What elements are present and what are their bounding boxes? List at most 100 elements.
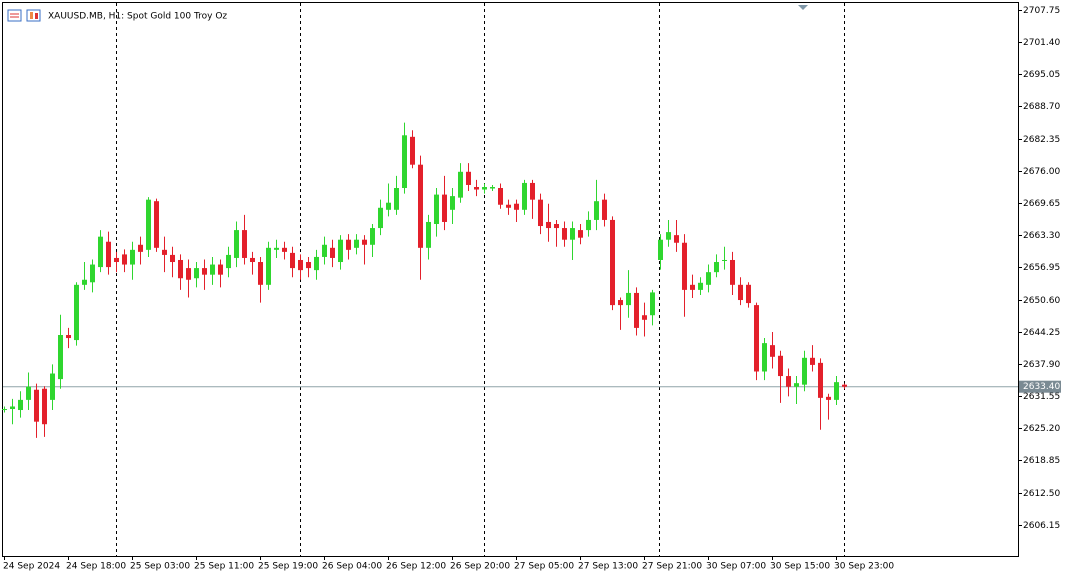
candle-body: [130, 249, 135, 265]
candle-body: [162, 249, 167, 255]
candle-body: [562, 228, 567, 240]
y-tick-label: 2676.00: [1023, 167, 1060, 177]
candle-body: [578, 230, 583, 238]
candle-body: [266, 247, 271, 285]
candle-body: [330, 247, 335, 258]
candle-body: [442, 194, 447, 222]
candle-body: [466, 171, 471, 185]
candle-body: [634, 292, 639, 328]
candle-body: [666, 232, 671, 240]
candle-body: [202, 268, 207, 275]
candle-body: [410, 136, 415, 165]
candle-body: [522, 182, 527, 210]
candle-body: [354, 239, 359, 248]
icon: [7, 9, 22, 22]
candle-body: [426, 221, 431, 248]
x-tick-label: 25 Sep 03:00: [130, 562, 190, 572]
candle-body: [82, 279, 87, 285]
candle-body: [538, 199, 543, 227]
candle-body: [170, 254, 175, 263]
candle-body: [834, 382, 839, 400]
candle-body: [626, 292, 631, 306]
candle-body: [10, 406, 15, 410]
candle-body: [602, 199, 607, 220]
candle-body: [490, 186, 495, 189]
candle-body: [514, 203, 519, 210]
candle-body: [530, 182, 535, 200]
candle-body: [26, 386, 31, 400]
candle-body: [122, 254, 127, 265]
candle-body: [234, 230, 239, 258]
candle-body: [322, 244, 327, 257]
candle-body: [58, 335, 63, 380]
candle-body: [586, 219, 591, 231]
candle-body: [746, 284, 751, 304]
candle-body: [210, 264, 215, 275]
candle-body: [610, 219, 615, 306]
candle-body: [154, 201, 159, 248]
y-tick-label: 2701.40: [1023, 38, 1060, 48]
candle-body: [2, 409, 7, 411]
candle-body: [98, 236, 103, 268]
y-tick-label: 2625.20: [1023, 424, 1060, 434]
candle-body: [282, 247, 287, 252]
candle-body: [786, 376, 791, 387]
candle-body: [730, 259, 735, 285]
candle-body: [810, 357, 815, 365]
candle-body: [290, 252, 295, 269]
x-tick-label: 26 Sep 20:00: [450, 562, 510, 572]
candle-body: [418, 164, 423, 248]
candle-body: [274, 247, 279, 250]
candle-body: [458, 171, 463, 198]
candle-body: [258, 262, 263, 285]
candle-body: [114, 257, 119, 263]
candle-body: [346, 239, 351, 250]
y-tick-label: 2688.70: [1023, 102, 1060, 112]
candle-body: [826, 396, 831, 400]
y-tick-label: 2707.75: [1023, 6, 1060, 16]
x-tick-label: 27 Sep 13:00: [578, 562, 638, 572]
y-tick-label: 2618.85: [1023, 456, 1060, 466]
last-price-label: 2633.40: [1023, 382, 1060, 392]
last-price-box: [1019, 380, 1061, 393]
candle-body: [306, 262, 311, 269]
candle-body: [218, 264, 223, 275]
x-tick-label: 25 Sep 11:00: [194, 562, 254, 572]
candle-body: [314, 256, 319, 271]
toolbar-icons: [7, 9, 41, 22]
candle-body: [738, 284, 743, 301]
x-tick-label: 30 Sep 07:00: [706, 562, 766, 572]
candle-body: [690, 284, 695, 290]
x-tick-label: 30 Sep 15:00: [770, 562, 830, 572]
candle-body: [498, 188, 503, 205]
candle-body: [66, 335, 71, 339]
candle-body: [770, 345, 775, 357]
candle-body: [762, 343, 767, 372]
candle-body: [394, 188, 399, 210]
x-tick-label: 27 Sep 05:00: [514, 562, 574, 572]
candle-body: [722, 259, 727, 261]
candle-body: [818, 362, 823, 398]
candle-body: [42, 388, 47, 425]
x-tick-label: 24 Sep 2024: [3, 562, 60, 572]
candle-body: [250, 257, 255, 263]
candle-body: [802, 357, 807, 385]
candle-body: [138, 244, 143, 252]
candle-body: [546, 221, 551, 229]
chart-title: XAUUSD.MB, H1: Spot Gold 100 Troy Oz: [48, 12, 227, 22]
icon: [26, 9, 41, 22]
candle-body: [594, 201, 599, 220]
candle-body: [226, 254, 231, 269]
candle-body: [714, 262, 719, 273]
candle-body: [474, 186, 479, 190]
candle-body: [754, 305, 759, 372]
y-tick-label: 2669.65: [1023, 199, 1060, 209]
candle-body: [338, 239, 343, 263]
y-tick-label: 2637.90: [1023, 360, 1060, 370]
y-tick-label: 2644.25: [1023, 328, 1060, 338]
x-tick-label: 26 Sep 04:00: [322, 562, 382, 572]
candle-body: [298, 259, 303, 271]
